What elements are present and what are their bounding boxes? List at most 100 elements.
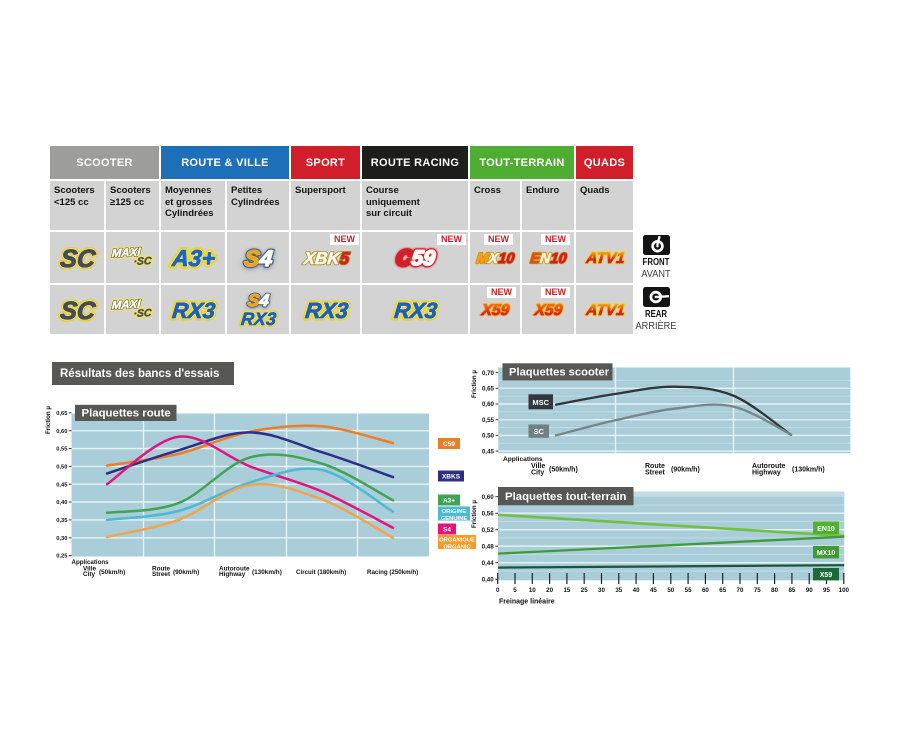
svg-text:Route: Route (152, 566, 171, 573)
svg-text:SC: SC (59, 297, 98, 325)
svg-text:SC: SC (59, 245, 98, 273)
svg-text:C59: C59 (395, 247, 436, 270)
svg-text:MX10: MX10 (476, 251, 516, 267)
svg-text:Autoroute: Autoroute (752, 463, 786, 470)
svg-text:Applications: Applications (503, 456, 543, 463)
svg-text:10: 10 (529, 587, 536, 594)
svg-text:ORGANIC: ORGANIC (443, 544, 471, 550)
svg-text:RX3: RX3 (240, 309, 277, 329)
svg-text:RX3: RX3 (393, 298, 439, 323)
svg-text:EN10: EN10 (529, 251, 567, 267)
svg-text:20: 20 (546, 587, 553, 594)
svg-text:Highway: Highway (219, 571, 246, 578)
svg-text:SC: SC (59, 297, 98, 325)
svg-text:30: 30 (598, 587, 605, 594)
svg-text:S4: S4 (243, 246, 274, 271)
svg-text:90: 90 (806, 587, 813, 594)
svg-text:MX10: MX10 (817, 550, 835, 557)
svg-text:MX10: MX10 (476, 251, 516, 267)
svg-text:0,40: 0,40 (482, 576, 495, 583)
svg-text:75: 75 (754, 587, 761, 594)
svg-text:S4: S4 (243, 246, 274, 271)
svg-text:X59: X59 (533, 302, 564, 319)
svg-text:0,45: 0,45 (56, 482, 68, 488)
svg-text:Freinage linéaire: Freinage linéaire (499, 599, 555, 606)
svg-text:EN10: EN10 (529, 251, 567, 267)
svg-text:RX3: RX3 (393, 298, 439, 323)
svg-text:45: 45 (650, 587, 657, 594)
svg-text:X59: X59 (820, 572, 833, 579)
svg-text:0,44: 0,44 (482, 560, 495, 567)
svg-text:RX3: RX3 (304, 298, 350, 323)
svg-text:Applications: Applications (72, 559, 110, 566)
svg-text:40: 40 (633, 587, 640, 594)
svg-text:(130km/h): (130km/h) (792, 467, 825, 474)
svg-text:0,60: 0,60 (482, 494, 495, 501)
svg-text:SC: SC (59, 245, 98, 273)
svg-text:15: 15 (563, 587, 570, 594)
svg-text:ATV1: ATV1 (584, 250, 625, 267)
svg-text:50: 50 (667, 587, 674, 594)
svg-text:95: 95 (823, 587, 830, 594)
svg-text:ATV1: ATV1 (584, 302, 625, 319)
svg-text:Ville: Ville (83, 566, 96, 573)
svg-text:A3+: A3+ (170, 245, 217, 271)
svg-text:0,50: 0,50 (482, 433, 495, 440)
svg-text:0,56: 0,56 (482, 510, 495, 517)
svg-text:SC: SC (59, 245, 98, 273)
svg-text:·SC: ·SC (133, 307, 152, 320)
svg-text:0,70: 0,70 (482, 370, 495, 377)
svg-text:C59: C59 (395, 247, 436, 270)
svg-text:0,65: 0,65 (56, 411, 68, 417)
svg-text:ATV1: ATV1 (584, 302, 625, 319)
svg-text:MAXI: MAXI (111, 246, 141, 260)
svg-text:XBKS: XBKS (442, 473, 461, 480)
svg-text:RX3: RX3 (393, 298, 439, 323)
svg-text:(90km/h): (90km/h) (671, 467, 700, 474)
svg-text:EN10: EN10 (529, 251, 567, 267)
svg-text:Friction µ: Friction µ (45, 406, 52, 434)
svg-text:Route: Route (645, 463, 665, 470)
svg-text:0,35: 0,35 (56, 518, 68, 524)
svg-text:EN10: EN10 (817, 526, 835, 533)
svg-text:55: 55 (685, 587, 692, 594)
svg-text:X59: X59 (480, 302, 511, 319)
svg-text:GENUINE: GENUINE (441, 516, 468, 522)
svg-text:City: City (83, 571, 96, 578)
svg-text:RX3: RX3 (171, 298, 217, 323)
svg-text:RX3: RX3 (240, 309, 277, 329)
svg-text:0,60: 0,60 (56, 429, 67, 435)
svg-text:SC: SC (59, 297, 98, 325)
svg-text:S4: S4 (243, 246, 274, 271)
svg-text:C59: C59 (443, 441, 455, 448)
svg-text:A3+: A3+ (443, 497, 455, 504)
svg-text:S4: S4 (247, 291, 271, 310)
svg-text:0,65: 0,65 (482, 386, 495, 393)
svg-text:MX10: MX10 (476, 251, 515, 267)
svg-text:MX10: MX10 (476, 251, 516, 267)
svg-text:MAXI: MAXI (111, 298, 141, 312)
svg-text:MAXI: MAXI (111, 298, 141, 312)
svg-text:0,52: 0,52 (482, 527, 495, 534)
svg-text:RX3: RX3 (171, 298, 217, 323)
svg-text:0,55: 0,55 (482, 417, 495, 424)
svg-text:0: 0 (496, 587, 500, 594)
svg-text:C59: C59 (395, 247, 436, 270)
svg-text:0,25: 0,25 (56, 554, 68, 560)
svg-text:Plaquettes tout-terrain: Plaquettes tout-terrain (505, 491, 627, 503)
svg-text:0,40: 0,40 (56, 500, 67, 506)
svg-text:ORGANIQUE: ORGANIQUE (439, 538, 475, 544)
svg-text:Highway: Highway (752, 470, 781, 477)
svg-text:Friction µ: Friction µ (471, 370, 478, 398)
svg-text:0,48: 0,48 (482, 543, 495, 550)
svg-text:S4: S4 (247, 291, 271, 310)
svg-text:XBK5: XBK5 (301, 249, 350, 268)
svg-text:RX3: RX3 (304, 298, 350, 323)
svg-text:·SC: ·SC (133, 255, 152, 268)
svg-text:MSC: MSC (532, 398, 549, 407)
svg-text:EN10: EN10 (529, 251, 567, 267)
svg-text:XBK5: XBK5 (301, 249, 350, 268)
svg-text:MAXI: MAXI (111, 298, 141, 312)
svg-text:XBK5: XBK5 (301, 249, 350, 268)
svg-text:(130km/h): (130km/h) (252, 569, 282, 576)
